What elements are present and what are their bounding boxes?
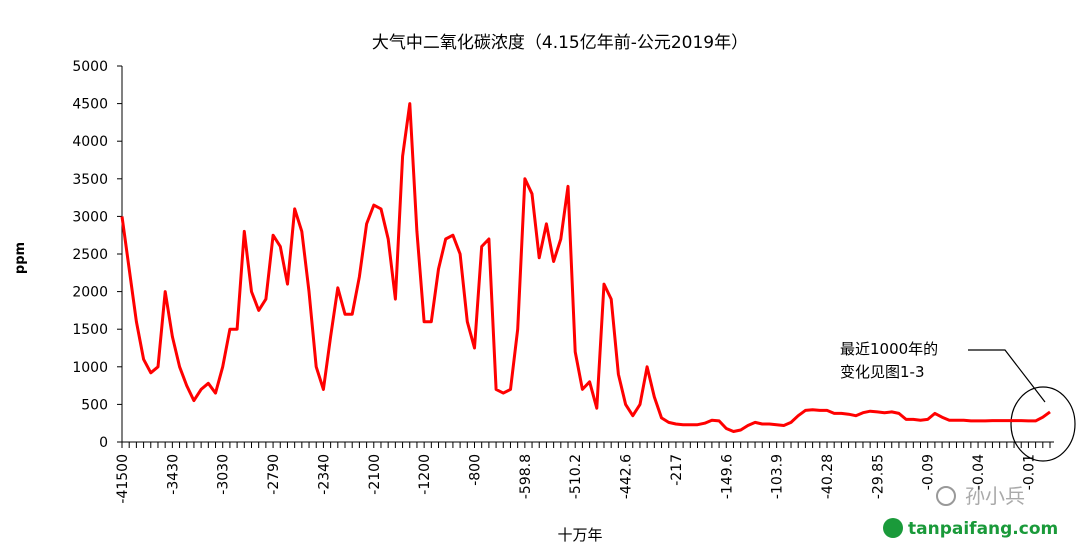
x-tick-label: -2790 <box>266 454 282 495</box>
x-tick-label: -510.2 <box>568 454 584 499</box>
x-tick-label: -1200 <box>417 454 433 495</box>
x-tick-label: -0.01 <box>1021 454 1037 490</box>
y-tick-label: 3000 <box>72 209 108 225</box>
x-tick-label: -29.85 <box>870 454 886 499</box>
wechat-icon <box>936 486 956 506</box>
y-tick-label: 500 <box>81 397 108 413</box>
logo-icon <box>883 518 903 538</box>
x-tick-label: -149.6 <box>719 454 735 499</box>
y-tick-label: 1000 <box>72 360 108 376</box>
annotation: 最近1000年的 <box>840 340 938 358</box>
watermark: 孙小兵 <box>965 484 1025 508</box>
x-tick-label: -3030 <box>216 454 232 495</box>
highlight-ellipse <box>1010 386 1076 462</box>
y-tick-label: 4000 <box>72 134 108 150</box>
x-tick-label: -0.09 <box>921 454 937 490</box>
x-tick-label: -800 <box>467 454 483 486</box>
y-tick-label: 0 <box>99 435 108 451</box>
y-tick-label: 2000 <box>72 285 108 301</box>
x-tick-label: -103.9 <box>770 454 786 499</box>
x-axis-label: 十万年 <box>557 526 602 544</box>
x-tick-label: -0.04 <box>971 454 987 490</box>
annotation: 变化见图1-3 <box>840 363 925 381</box>
y-tick-label: 2500 <box>72 247 108 263</box>
x-tick-label: -40.28 <box>820 454 836 499</box>
line <box>120 102 1051 433</box>
x-tick-label: -598.8 <box>518 454 534 499</box>
x-tick-label: -2100 <box>367 454 383 495</box>
annotation-arrow <box>968 349 1046 403</box>
x-tick-label: -442.6 <box>619 454 635 499</box>
x-tick-label: -217 <box>669 454 685 486</box>
chart-title: 大气中二氧化碳浓度（4.15亿年前-公元2019年） <box>372 33 748 53</box>
watermark: tanpaifang.com <box>908 519 1058 539</box>
y-axis-label: ppm <box>13 242 28 274</box>
y-tick-label: 3500 <box>72 172 108 188</box>
x-tick-label: -3430 <box>165 454 181 495</box>
x-tick-label: -41500 <box>115 454 131 504</box>
y-tick-label: 5000 <box>72 59 108 75</box>
y-tick-label: 4500 <box>72 97 108 113</box>
x-tick-label: -2340 <box>316 454 332 495</box>
y-tick-label: 1500 <box>72 322 108 338</box>
